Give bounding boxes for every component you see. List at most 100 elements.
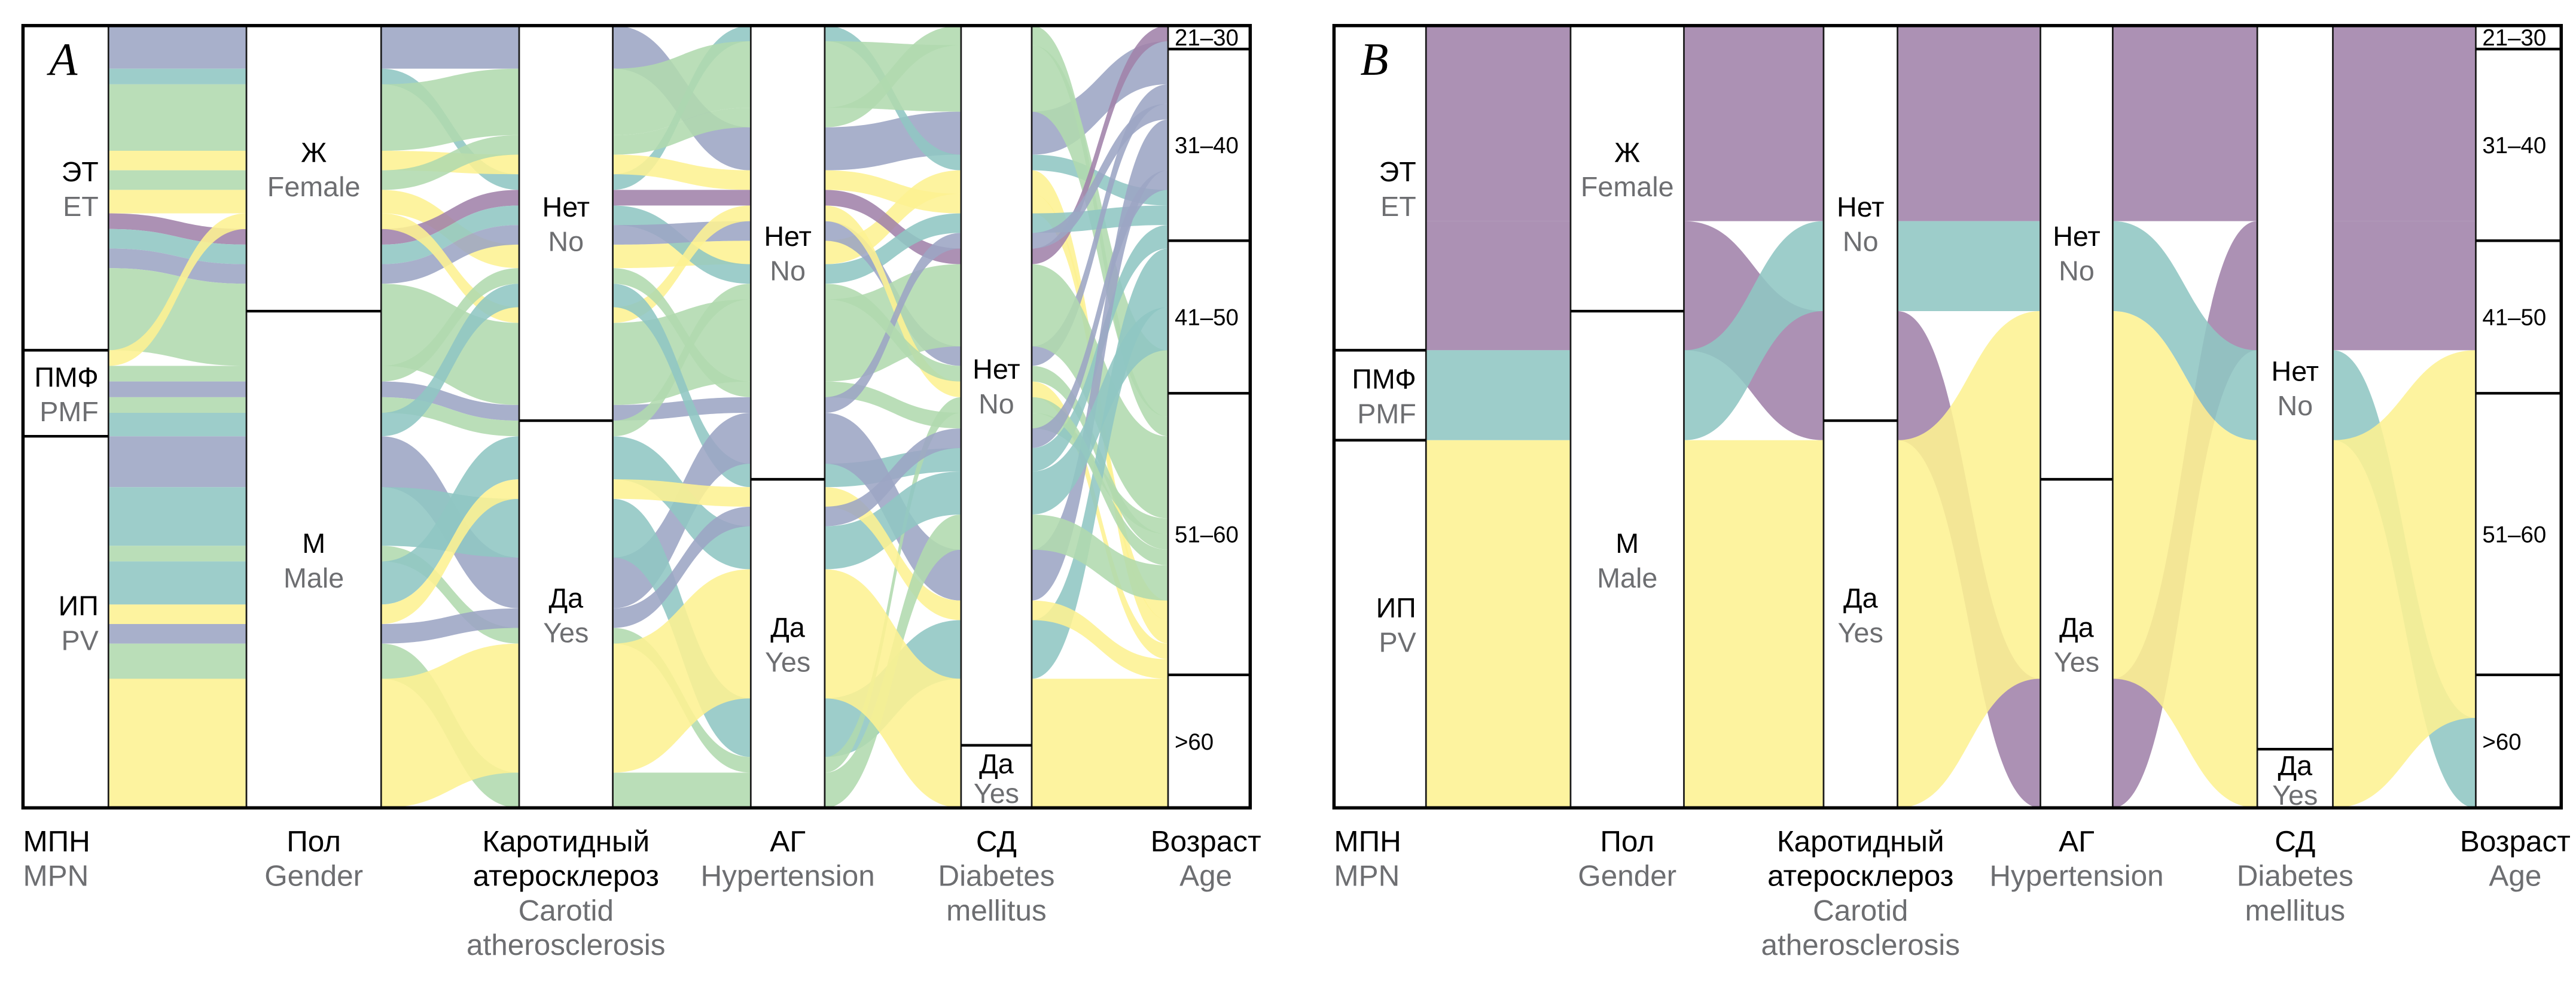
flow-ribbon (612, 41, 751, 135)
category-label-en-hypertension: No (770, 255, 806, 287)
axis-title-ru: Возраст (1151, 825, 1261, 858)
category-label-en-diabetes: Yes (974, 778, 1019, 809)
category-label-en-mpn: PMF (1357, 398, 1416, 429)
flow-ribbon (381, 643, 519, 808)
axis-title-en: Gender (264, 860, 363, 893)
flow-ribbon (1031, 84, 1168, 366)
flow-ribbon (108, 604, 247, 625)
panel-frame (1332, 24, 2563, 810)
axis-box-hypertension (2040, 25, 2114, 809)
flow-ribbon (108, 487, 247, 546)
axis-title-en: mellitus (2245, 894, 2346, 927)
flow-ribbon (612, 479, 751, 507)
axis-title-en: Hypertension (700, 860, 874, 893)
axis-title-en: Age (1179, 860, 1232, 893)
flow-ribbon (612, 154, 751, 190)
panel-letter: A (46, 34, 78, 85)
axis-title-en: Carotid (1813, 894, 1908, 927)
axis-title-en: Diabetes (2237, 860, 2354, 893)
category-label-hypertension: Нет (764, 221, 812, 252)
flow-ribbon (108, 546, 247, 562)
flow-ribbon (108, 397, 247, 413)
flow-ribbon (824, 471, 961, 570)
category-label-en-mpn: ET (1380, 191, 1416, 222)
flow-ribbon (612, 284, 751, 488)
flow-ribbon (1031, 397, 1168, 565)
flow-ribbon (824, 428, 961, 527)
flow-ribbon (108, 68, 247, 84)
flow-ribbon (824, 569, 961, 808)
panel-frame (21, 24, 1252, 810)
category-label-en-diabetes: Yes (2272, 780, 2318, 811)
category-label-diabetes: Да (979, 748, 1014, 779)
category-label-diabetes: Да (2278, 750, 2312, 781)
category-label-gender: М (302, 528, 325, 559)
flow-ribbon (824, 487, 961, 620)
flow-ribbon (381, 284, 519, 405)
axis-title-en: Carotid (519, 894, 614, 927)
category-label-hypertension: Нет (2053, 221, 2101, 252)
flow-ribbon (1031, 25, 1168, 264)
flow-ribbon (108, 190, 247, 214)
flow-ribbon (381, 268, 519, 382)
category-label-gender: Ж (301, 136, 327, 168)
flow-ribbon (108, 561, 247, 605)
flow-ribbon (108, 678, 247, 808)
flow-ribbon (824, 397, 961, 773)
category-label-en-mpn: PMF (39, 396, 99, 427)
category-label-en-hypertension: No (2059, 255, 2095, 287)
category-label-carotid: Нет (542, 191, 590, 223)
category-label-en-mpn: ET (63, 191, 99, 222)
category-label-age: 41–50 (2482, 305, 2546, 331)
category-label-age: 31–40 (1175, 133, 1239, 159)
flow-ribbon (1426, 440, 1571, 808)
flow-ribbon (381, 25, 519, 69)
flow-ribbon (824, 213, 961, 284)
flow-ribbon (381, 608, 519, 644)
flow-ribbon (612, 205, 751, 323)
category-label-mpn: ПМФ (34, 361, 98, 392)
flow-ribbon (2333, 221, 2476, 351)
axis-title-en: mellitus (946, 894, 1047, 927)
category-label-age: 41–50 (1175, 305, 1239, 331)
axis-title-en: atherosclerosis (467, 929, 665, 961)
axis-title-en: atherosclerosis (1761, 929, 1960, 961)
axis-title-en: Gender (1578, 860, 1676, 893)
category-label-en-gender: Male (283, 562, 344, 594)
category-label-hypertension: Да (770, 612, 805, 643)
flow-ribbon (108, 229, 247, 264)
category-label-en-mpn: PV (62, 625, 99, 656)
flow-ribbon (381, 225, 519, 284)
category-label-en-carotid: No (1843, 226, 1879, 257)
axis-title-ru: Пол (286, 825, 341, 858)
flow-ribbon (108, 150, 247, 171)
panel-letter: B (1360, 34, 1388, 85)
axis-title-en: Diabetes (938, 860, 1054, 893)
flow-ribbon (381, 135, 519, 190)
axis-title-ru: Каротидный (482, 825, 650, 858)
flow-ribbon (1897, 311, 2041, 808)
flow-ribbon (381, 284, 519, 437)
flow-ribbon (108, 170, 247, 190)
category-label-carotid: Да (548, 583, 583, 614)
flow-ribbon (1031, 104, 1168, 249)
flow-ribbon (108, 366, 247, 382)
category-label-mpn: ИП (59, 591, 99, 622)
flow-ribbon (108, 436, 247, 488)
axis-title-ru: Пол (1600, 825, 1654, 858)
flow-ribbon (1031, 600, 1168, 679)
flow-ribbon (1031, 248, 1168, 679)
category-label-en-diabetes: No (2277, 390, 2313, 421)
category-label-age: 21–30 (2482, 25, 2546, 51)
axis-title-ru: СД (976, 825, 1017, 858)
category-label-en-gender: Female (267, 171, 361, 202)
flow-ribbon (824, 190, 961, 264)
flow-ribbon (381, 213, 519, 323)
category-label-age: >60 (2482, 729, 2521, 755)
axis-title-en: Age (2489, 860, 2541, 893)
flow-ribbon (1031, 381, 1168, 659)
flow-ribbon (1426, 25, 1571, 221)
axis-box-mpn (22, 25, 109, 809)
